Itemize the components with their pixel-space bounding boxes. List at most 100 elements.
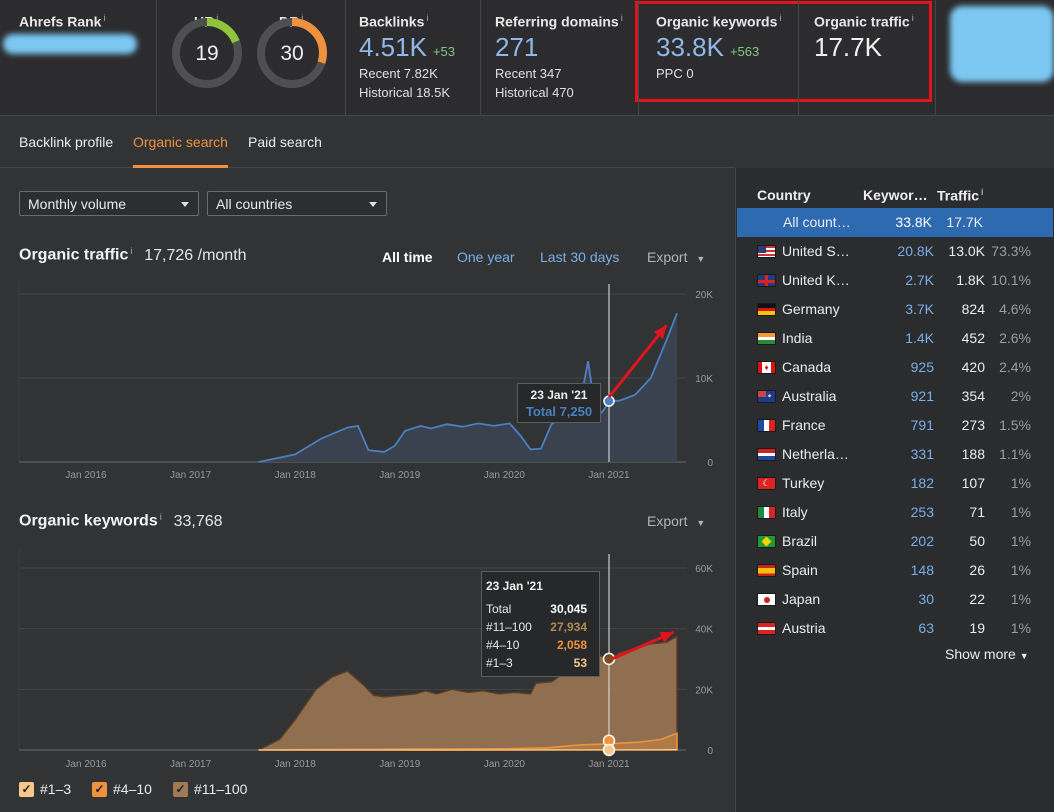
tab-organic-search[interactable]: Organic search xyxy=(133,134,228,150)
country-name[interactable]: Netherla… xyxy=(782,446,849,462)
country-keywords[interactable]: 925 xyxy=(910,359,934,375)
info-icon[interactable]: i xyxy=(216,13,219,23)
country-row[interactable]: Brazil 202 50 1% xyxy=(736,527,1054,556)
organic-keywords-value[interactable]: 33.8K xyxy=(656,31,724,62)
backlinks-value[interactable]: 4.51K xyxy=(359,31,427,62)
legend-label: #11–100 xyxy=(194,781,248,797)
country-name[interactable]: United S… xyxy=(782,243,850,259)
country-row[interactable]: Japan 30 22 1% xyxy=(736,585,1054,614)
countries-select[interactable]: All countries xyxy=(207,191,387,216)
country-name[interactable]: Japan xyxy=(782,591,821,607)
checkbox-icon[interactable]: ✓ xyxy=(92,782,107,797)
country-keywords[interactable]: 791 xyxy=(910,417,934,433)
country-traffic-percent: 4.6% xyxy=(999,301,1031,317)
info-icon[interactable]: i xyxy=(103,13,106,23)
info-icon[interactable]: i xyxy=(911,13,914,23)
country-name[interactable]: Austria xyxy=(782,620,826,636)
keywords-title: Organic keywords xyxy=(19,512,158,530)
country-keywords[interactable]: 20.8K xyxy=(897,243,934,259)
country-row-all[interactable]: All count… 33.8K 17.7K xyxy=(737,208,1053,237)
info-icon[interactable]: i xyxy=(159,512,162,522)
country-keywords[interactable]: 331 xyxy=(910,446,934,462)
country-traffic: 354 xyxy=(961,388,985,404)
country-row[interactable]: United S… 20.8K 13.0K 73.3% xyxy=(736,237,1054,266)
info-icon[interactable]: i xyxy=(130,246,133,256)
info-icon[interactable]: i xyxy=(779,13,782,23)
info-icon[interactable]: i xyxy=(981,187,984,197)
country-name[interactable]: Germany xyxy=(782,301,840,317)
organic-keywords-metric[interactable]: Organic keywords i 33.8K +563 PPC 0 xyxy=(656,13,781,81)
info-icon[interactable]: i xyxy=(620,13,623,23)
country-row[interactable]: ♦ Canada 925 420 2.4% xyxy=(736,353,1054,382)
country-keywords[interactable]: 253 xyxy=(910,504,934,520)
country-name[interactable]: Brazil xyxy=(782,533,818,549)
show-more-button[interactable]: Show more ▼ xyxy=(945,646,1029,662)
checkbox-icon[interactable]: ✓ xyxy=(173,782,188,797)
country-row[interactable]: Italy 253 71 1% xyxy=(736,498,1054,527)
country-keywords[interactable]: 2.7K xyxy=(905,272,934,288)
tab-paid-search[interactable]: Paid search xyxy=(248,134,322,150)
column-header-keywords[interactable]: Keywor… xyxy=(863,187,928,203)
country-keywords[interactable]: 1.4K xyxy=(905,330,934,346)
keywords-export-button[interactable]: Export ▼ xyxy=(647,513,705,529)
country-name[interactable]: Turkey xyxy=(782,475,825,491)
metrics-bar: Ahrefs Rank i UR i 19 DR i 30 Backlinks i 4.… xyxy=(0,0,1054,116)
referring-domains-value[interactable]: 271 xyxy=(495,31,539,62)
legend-1-3[interactable]: ✓ #1–3 xyxy=(19,781,71,797)
country-keywords[interactable]: 921 xyxy=(910,388,934,404)
country-keywords[interactable]: 30 xyxy=(918,591,934,607)
traffic-value: 17,726 /month xyxy=(144,246,247,264)
organic-traffic-value[interactable]: 17.7K xyxy=(814,31,882,62)
legend-11-100[interactable]: ✓ #11–100 xyxy=(173,781,247,797)
country-row[interactable]: ✦ Australia 921 354 2% xyxy=(736,382,1054,411)
country-keywords[interactable]: 182 xyxy=(910,475,934,491)
organic-traffic-chart[interactable]: Jan 2016 Jan 2017 Jan 2018 Jan 2019 Jan 2020… xyxy=(0,280,735,485)
country-keywords[interactable]: 202 xyxy=(910,533,934,549)
keywords-export-label: Export xyxy=(647,513,688,529)
country-name[interactable]: France xyxy=(782,417,826,433)
country-row[interactable]: France 791 273 1.5% xyxy=(736,411,1054,440)
highlight-box xyxy=(635,1,932,102)
country-row[interactable]: United K… 2.7K 1.8K 10.1% xyxy=(736,266,1054,295)
backlinks-metric[interactable]: Backlinks i 4.51K +53 Recent 7.82K Histori… xyxy=(359,13,455,100)
keywords-4-10-area xyxy=(258,732,678,751)
country-row[interactable]: ☾ Turkey 182 107 1% xyxy=(736,469,1054,498)
country-keywords[interactable]: 63 xyxy=(918,620,934,636)
country-name[interactable]: All count… xyxy=(783,214,851,230)
checkbox-icon[interactable]: ✓ xyxy=(19,782,34,797)
country-name[interactable]: Spain xyxy=(782,562,818,578)
tr-flag-icon: ☾ xyxy=(757,477,776,490)
country-name[interactable]: Italy xyxy=(782,504,808,520)
ahrefs-rank-metric: Ahrefs Rank i xyxy=(19,13,105,30)
country-name[interactable]: Canada xyxy=(782,359,832,375)
country-keywords[interactable]: 148 xyxy=(910,562,934,578)
organic-traffic-metric[interactable]: Organic traffic i 17.7K xyxy=(814,13,914,63)
range-all-time[interactable]: All time xyxy=(382,249,433,265)
tab-backlink-profile[interactable]: Backlink profile xyxy=(19,134,114,150)
column-header-country[interactable]: Country xyxy=(757,187,811,203)
country-row[interactable]: Spain 148 26 1% xyxy=(736,556,1054,585)
referring-domains-metric[interactable]: Referring domains i 271 Recent 347 Histor… xyxy=(495,13,623,100)
country-row[interactable]: Germany 3.7K 824 4.6% xyxy=(736,295,1054,324)
chevron-down-icon xyxy=(181,202,189,207)
column-header-traffic-wrap[interactable]: Traffic i xyxy=(937,187,984,204)
legend-4-10[interactable]: ✓ #4–10 xyxy=(92,781,152,797)
range-last-30-days[interactable]: Last 30 days xyxy=(540,249,620,265)
country-name[interactable]: United K… xyxy=(782,272,850,288)
country-row[interactable]: India 1.4K 452 2.6% xyxy=(736,324,1054,353)
country-keywords[interactable]: 33.8K xyxy=(895,214,932,230)
traffic-export-button[interactable]: Export ▼ xyxy=(647,249,705,265)
country-name[interactable]: India xyxy=(782,330,813,346)
backlinks-delta: +53 xyxy=(432,43,456,59)
info-icon[interactable]: i xyxy=(301,13,304,23)
country-keywords[interactable]: 3.7K xyxy=(905,301,934,317)
info-icon[interactable]: i xyxy=(426,13,429,23)
range-one-year[interactable]: One year xyxy=(457,249,515,265)
organic-keywords-chart[interactable]: Jan 2016 Jan 2017 Jan 2018 Jan 2019 Jan 2020… xyxy=(0,550,735,775)
country-name[interactable]: Australia xyxy=(782,388,837,404)
volume-select[interactable]: Monthly volume xyxy=(19,191,199,216)
x-tick-label: Jan 2016 xyxy=(65,470,107,481)
country-row[interactable]: Austria 63 19 1% xyxy=(736,614,1054,643)
country-row[interactable]: Netherla… 331 188 1.1% xyxy=(736,440,1054,469)
tooltip-total: Total 7,250 xyxy=(525,404,593,419)
